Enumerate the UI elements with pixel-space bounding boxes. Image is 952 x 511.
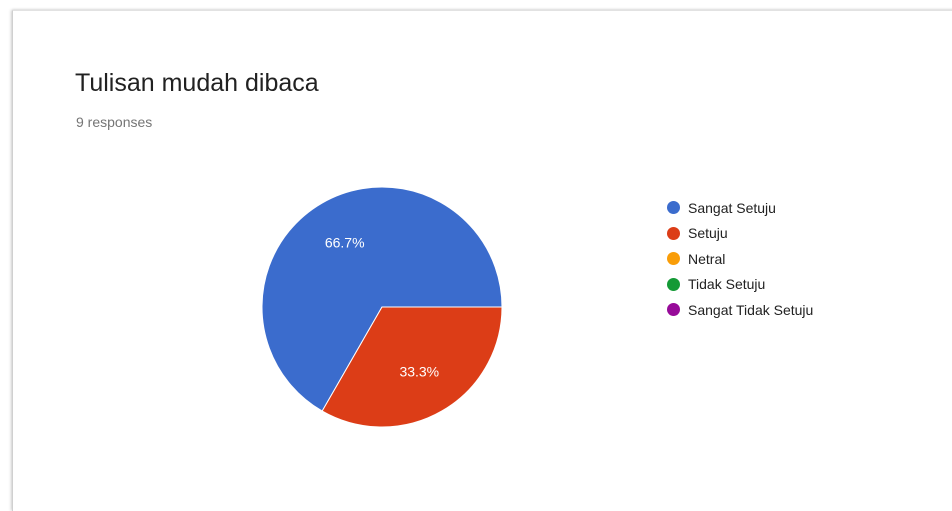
legend-item[interactable]: Tidak Setuju bbox=[667, 272, 813, 298]
legend-item[interactable]: Setuju bbox=[667, 221, 813, 247]
legend-item[interactable]: Netral bbox=[667, 246, 813, 272]
legend-swatch-icon bbox=[667, 303, 680, 317]
legend-item[interactable]: Sangat Setuju bbox=[667, 195, 813, 221]
legend-label: Sangat Setuju bbox=[688, 199, 776, 216]
chart-card: Tulisan mudah dibaca 9 responses 66.7% 33… bbox=[12, 10, 952, 511]
legend-label: Tidak Setuju bbox=[688, 276, 766, 293]
legend-swatch-icon bbox=[667, 252, 680, 266]
pie-slice-setuju[interactable] bbox=[321, 306, 503, 428]
slice-label: 33.3% bbox=[399, 363, 439, 379]
chart-title: Tulisan mudah dibaca bbox=[75, 69, 319, 97]
legend-item[interactable]: Sangat Tidak Setuju bbox=[667, 297, 813, 323]
pie-slice-sangat-setuju[interactable] bbox=[261, 186, 503, 412]
legend-swatch-icon bbox=[667, 201, 680, 215]
legend-swatch-icon bbox=[667, 277, 680, 291]
pie-chart: 66.7% 33.3% bbox=[261, 186, 503, 428]
response-count: 9 responses bbox=[76, 114, 153, 130]
slice-label: 66.7% bbox=[325, 235, 365, 251]
chart-legend: Sangat Setuju Setuju Netral Tidak Setuju San… bbox=[667, 195, 813, 323]
legend-swatch-icon bbox=[667, 226, 680, 240]
legend-label: Sangat Tidak Setuju bbox=[688, 301, 814, 318]
legend-label: Setuju bbox=[688, 225, 728, 242]
legend-label: Netral bbox=[688, 250, 726, 267]
